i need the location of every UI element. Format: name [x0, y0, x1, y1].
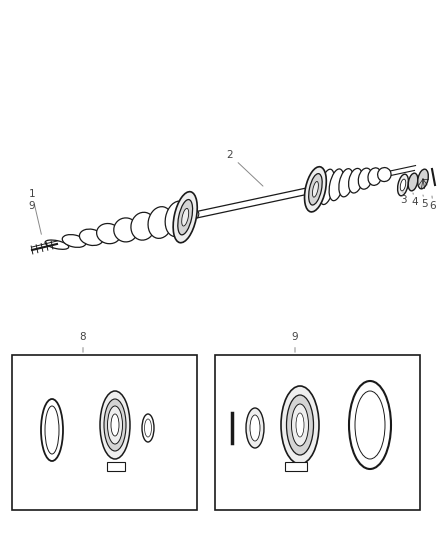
- Bar: [107, 462, 125, 471]
- Ellipse shape: [250, 415, 260, 441]
- Ellipse shape: [173, 192, 197, 243]
- Ellipse shape: [178, 199, 193, 235]
- Text: 4: 4: [412, 193, 418, 207]
- Ellipse shape: [111, 414, 119, 436]
- Text: 9: 9: [292, 332, 298, 352]
- Ellipse shape: [296, 413, 304, 437]
- Ellipse shape: [97, 223, 120, 244]
- Ellipse shape: [148, 207, 173, 238]
- Text: 6: 6: [430, 196, 436, 211]
- Ellipse shape: [142, 414, 154, 442]
- Ellipse shape: [319, 169, 335, 205]
- Bar: [12, 355, 197, 510]
- Text: 7: 7: [0, 532, 1, 533]
- Ellipse shape: [304, 167, 326, 212]
- Ellipse shape: [246, 408, 264, 448]
- Ellipse shape: [45, 406, 59, 454]
- Ellipse shape: [398, 174, 408, 196]
- Ellipse shape: [107, 406, 123, 444]
- Ellipse shape: [358, 168, 372, 189]
- Ellipse shape: [349, 381, 391, 469]
- Ellipse shape: [309, 174, 322, 205]
- Ellipse shape: [408, 173, 418, 191]
- Text: 9: 9: [28, 201, 35, 211]
- Ellipse shape: [41, 399, 63, 461]
- Ellipse shape: [378, 167, 391, 182]
- Ellipse shape: [145, 419, 152, 437]
- Text: 5: 5: [422, 195, 428, 209]
- Ellipse shape: [79, 229, 103, 246]
- Text: 3: 3: [400, 192, 406, 205]
- Bar: [215, 355, 420, 510]
- Ellipse shape: [182, 208, 189, 226]
- Ellipse shape: [368, 168, 381, 185]
- Ellipse shape: [292, 404, 308, 446]
- Ellipse shape: [194, 211, 199, 218]
- Ellipse shape: [418, 169, 428, 189]
- Text: 8: 8: [80, 332, 86, 352]
- Text: 1: 1: [28, 189, 41, 235]
- Ellipse shape: [165, 201, 190, 237]
- Ellipse shape: [131, 212, 155, 240]
- Ellipse shape: [400, 179, 406, 191]
- Ellipse shape: [306, 188, 310, 195]
- Ellipse shape: [45, 240, 69, 249]
- Ellipse shape: [104, 399, 126, 451]
- Ellipse shape: [349, 168, 363, 193]
- Ellipse shape: [281, 386, 319, 464]
- Ellipse shape: [100, 391, 130, 459]
- Ellipse shape: [339, 168, 353, 197]
- Ellipse shape: [329, 169, 344, 201]
- Text: 2: 2: [227, 150, 263, 186]
- Ellipse shape: [355, 391, 385, 459]
- Bar: [285, 462, 307, 471]
- Ellipse shape: [62, 235, 86, 247]
- Ellipse shape: [312, 181, 318, 197]
- Ellipse shape: [114, 218, 138, 242]
- Ellipse shape: [286, 395, 314, 455]
